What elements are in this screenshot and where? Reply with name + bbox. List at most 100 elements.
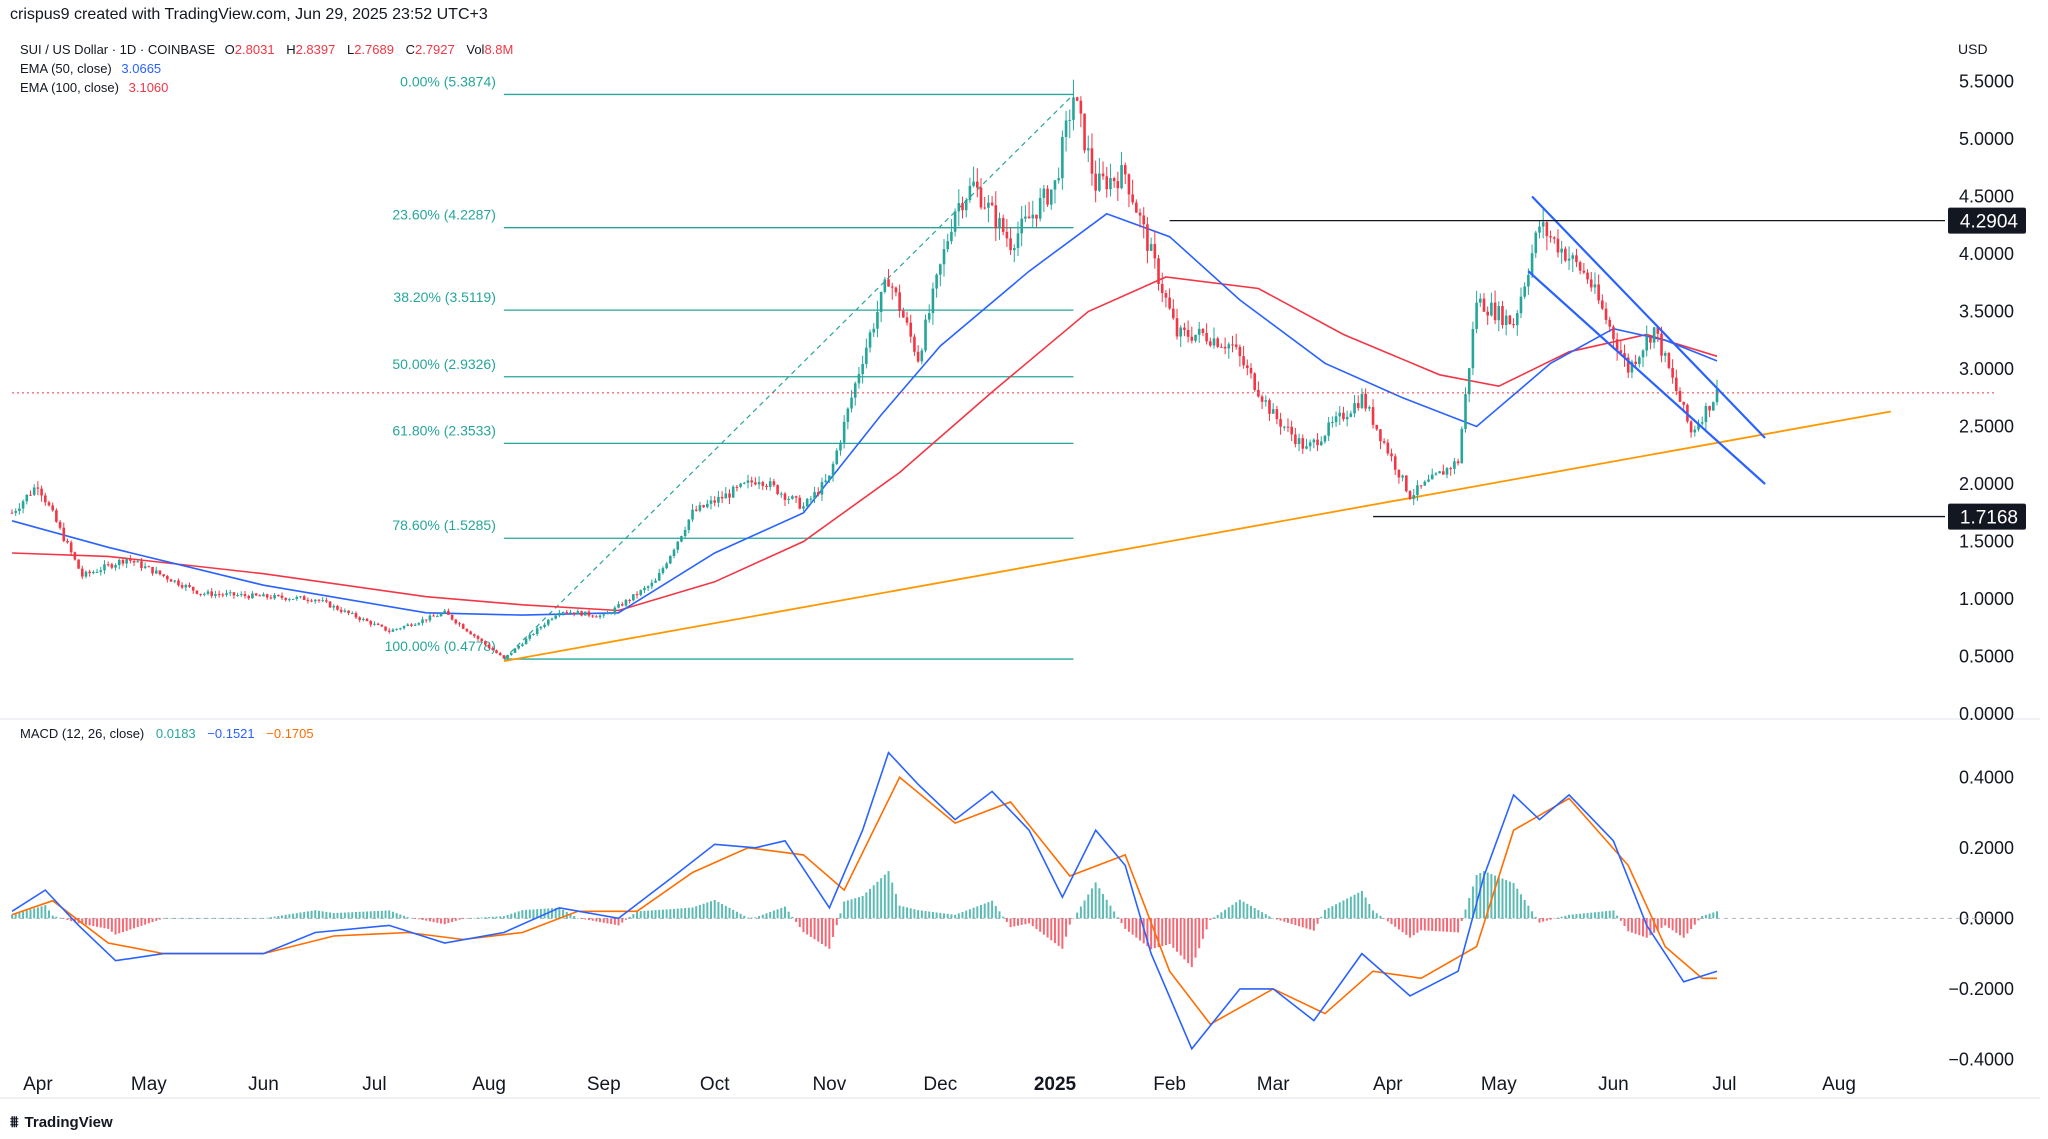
- macd-histogram-bar: [1105, 899, 1108, 919]
- candle-body: [961, 203, 964, 211]
- candle-body: [1242, 356, 1245, 366]
- candle-body: [569, 612, 572, 614]
- macd-histogram-bar: [181, 918, 184, 919]
- macd-histogram-bar: [266, 917, 269, 919]
- candle-body: [1434, 473, 1438, 475]
- time-tick-label: Dec: [923, 1074, 957, 1095]
- macd-signal-value: −0.1705: [266, 726, 314, 741]
- candle-body: [1197, 328, 1201, 335]
- macd-histogram-bar: [891, 882, 894, 919]
- candle-body: [336, 605, 339, 610]
- macd-histogram-bar: [1183, 918, 1186, 960]
- high-value: 2.8397: [295, 42, 336, 57]
- macd-histogram-bar: [232, 918, 235, 919]
- symbol-label[interactable]: SUI / US Dollar · 1D · COINBASE: [20, 42, 216, 57]
- candle-body: [646, 586, 650, 588]
- candle-body: [495, 650, 498, 654]
- macd-histogram-bar: [1656, 918, 1659, 931]
- candle-body: [1442, 471, 1445, 475]
- candle-body: [1164, 293, 1168, 298]
- macd-histogram-bar: [1005, 918, 1008, 922]
- macd-histogram-bar: [621, 918, 624, 923]
- macd-histogram-bar: [18, 912, 21, 919]
- candle-body: [66, 541, 69, 543]
- candle-body: [1652, 327, 1656, 343]
- macd-label[interactable]: MACD (12, 26, close): [20, 726, 145, 741]
- candle-body: [365, 618, 369, 622]
- macd-histogram-bar: [255, 918, 258, 919]
- candle-body: [1068, 119, 1072, 121]
- candle-body: [1571, 255, 1575, 259]
- macd-histogram-bar: [1449, 918, 1452, 933]
- fib-diagonal: [503, 94, 1074, 660]
- candle-body: [791, 496, 794, 499]
- candle-body: [461, 624, 465, 629]
- candle-body: [1456, 461, 1460, 464]
- macd-histogram-bar: [1649, 918, 1652, 936]
- candle-body: [876, 312, 879, 329]
- candle-body: [447, 610, 450, 615]
- macd-histogram-bar: [1508, 881, 1511, 919]
- candle-body: [598, 615, 602, 618]
- candle-body: [972, 181, 975, 186]
- candle-body: [968, 185, 972, 201]
- candle-body: [358, 617, 361, 620]
- candle-body: [14, 511, 17, 513]
- macd-histogram-bar: [846, 900, 849, 919]
- candle-body: [439, 613, 443, 617]
- macd-histogram-bar: [1242, 901, 1245, 919]
- candle-body: [872, 328, 876, 333]
- ema50-label[interactable]: EMA (50, close): [20, 61, 112, 76]
- macd-histogram-bar: [525, 909, 528, 919]
- candle-body: [890, 286, 894, 288]
- candle-body: [669, 556, 672, 564]
- macd-histogram-bar: [388, 910, 391, 919]
- candle-body: [1619, 350, 1623, 354]
- macd-histogram-bar: [62, 918, 65, 919]
- macd-histogram-bar: [680, 908, 683, 919]
- candle-body: [1412, 495, 1416, 499]
- candle-body: [1342, 412, 1345, 420]
- macd-histogram-bar: [894, 894, 897, 919]
- candle-body: [191, 586, 195, 591]
- macd-histogram-bar: [410, 917, 413, 919]
- macd-histogram-bar: [1660, 918, 1663, 928]
- candle-body: [1186, 330, 1190, 337]
- macd-histogram-bar: [806, 918, 809, 935]
- candle-body: [487, 644, 491, 649]
- ema50-value: 3.0665: [121, 61, 162, 76]
- candle-body: [687, 519, 691, 530]
- macd-histogram-bar: [1020, 918, 1023, 925]
- macd-histogram-bar: [946, 913, 949, 919]
- candle-body: [402, 626, 406, 629]
- candle-body: [291, 598, 295, 600]
- macd-histogram-bar: [613, 918, 616, 925]
- macd-histogram-bar: [51, 915, 54, 919]
- candle-body: [1560, 248, 1563, 253]
- macd-histogram-bar: [395, 913, 398, 919]
- candle-body: [321, 600, 324, 602]
- candle-body: [920, 350, 924, 362]
- candle-body: [1105, 176, 1109, 190]
- candle-body: [1493, 302, 1497, 321]
- candle-body: [432, 615, 435, 617]
- macd-histogram-bar: [987, 902, 990, 919]
- candle-body: [1538, 226, 1541, 233]
- candle-body: [210, 591, 214, 596]
- candle-body: [765, 485, 768, 487]
- candle-body: [1209, 341, 1212, 346]
- macd-histogram-bar: [1327, 908, 1330, 919]
- currency-label[interactable]: USD: [1958, 41, 1988, 57]
- candle-body: [839, 442, 842, 451]
- candle-body: [1397, 469, 1401, 478]
- macd-histogram-bar: [1109, 905, 1112, 919]
- candle-body: [1075, 97, 1079, 101]
- macd-histogram-bar: [354, 911, 357, 919]
- macd-histogram-bar: [406, 917, 409, 919]
- candle-body: [816, 492, 820, 495]
- macd-histogram-bar: [943, 913, 946, 919]
- candle-body: [724, 493, 728, 499]
- chart-canvas[interactable]: 5.5000 5.0000 4.5000 4.0000 3.5000 3.0000 2.50…: [0, 0, 2048, 1110]
- macd-histogram-bar: [1286, 918, 1289, 923]
- ema100-label[interactable]: EMA (100, close): [20, 80, 119, 95]
